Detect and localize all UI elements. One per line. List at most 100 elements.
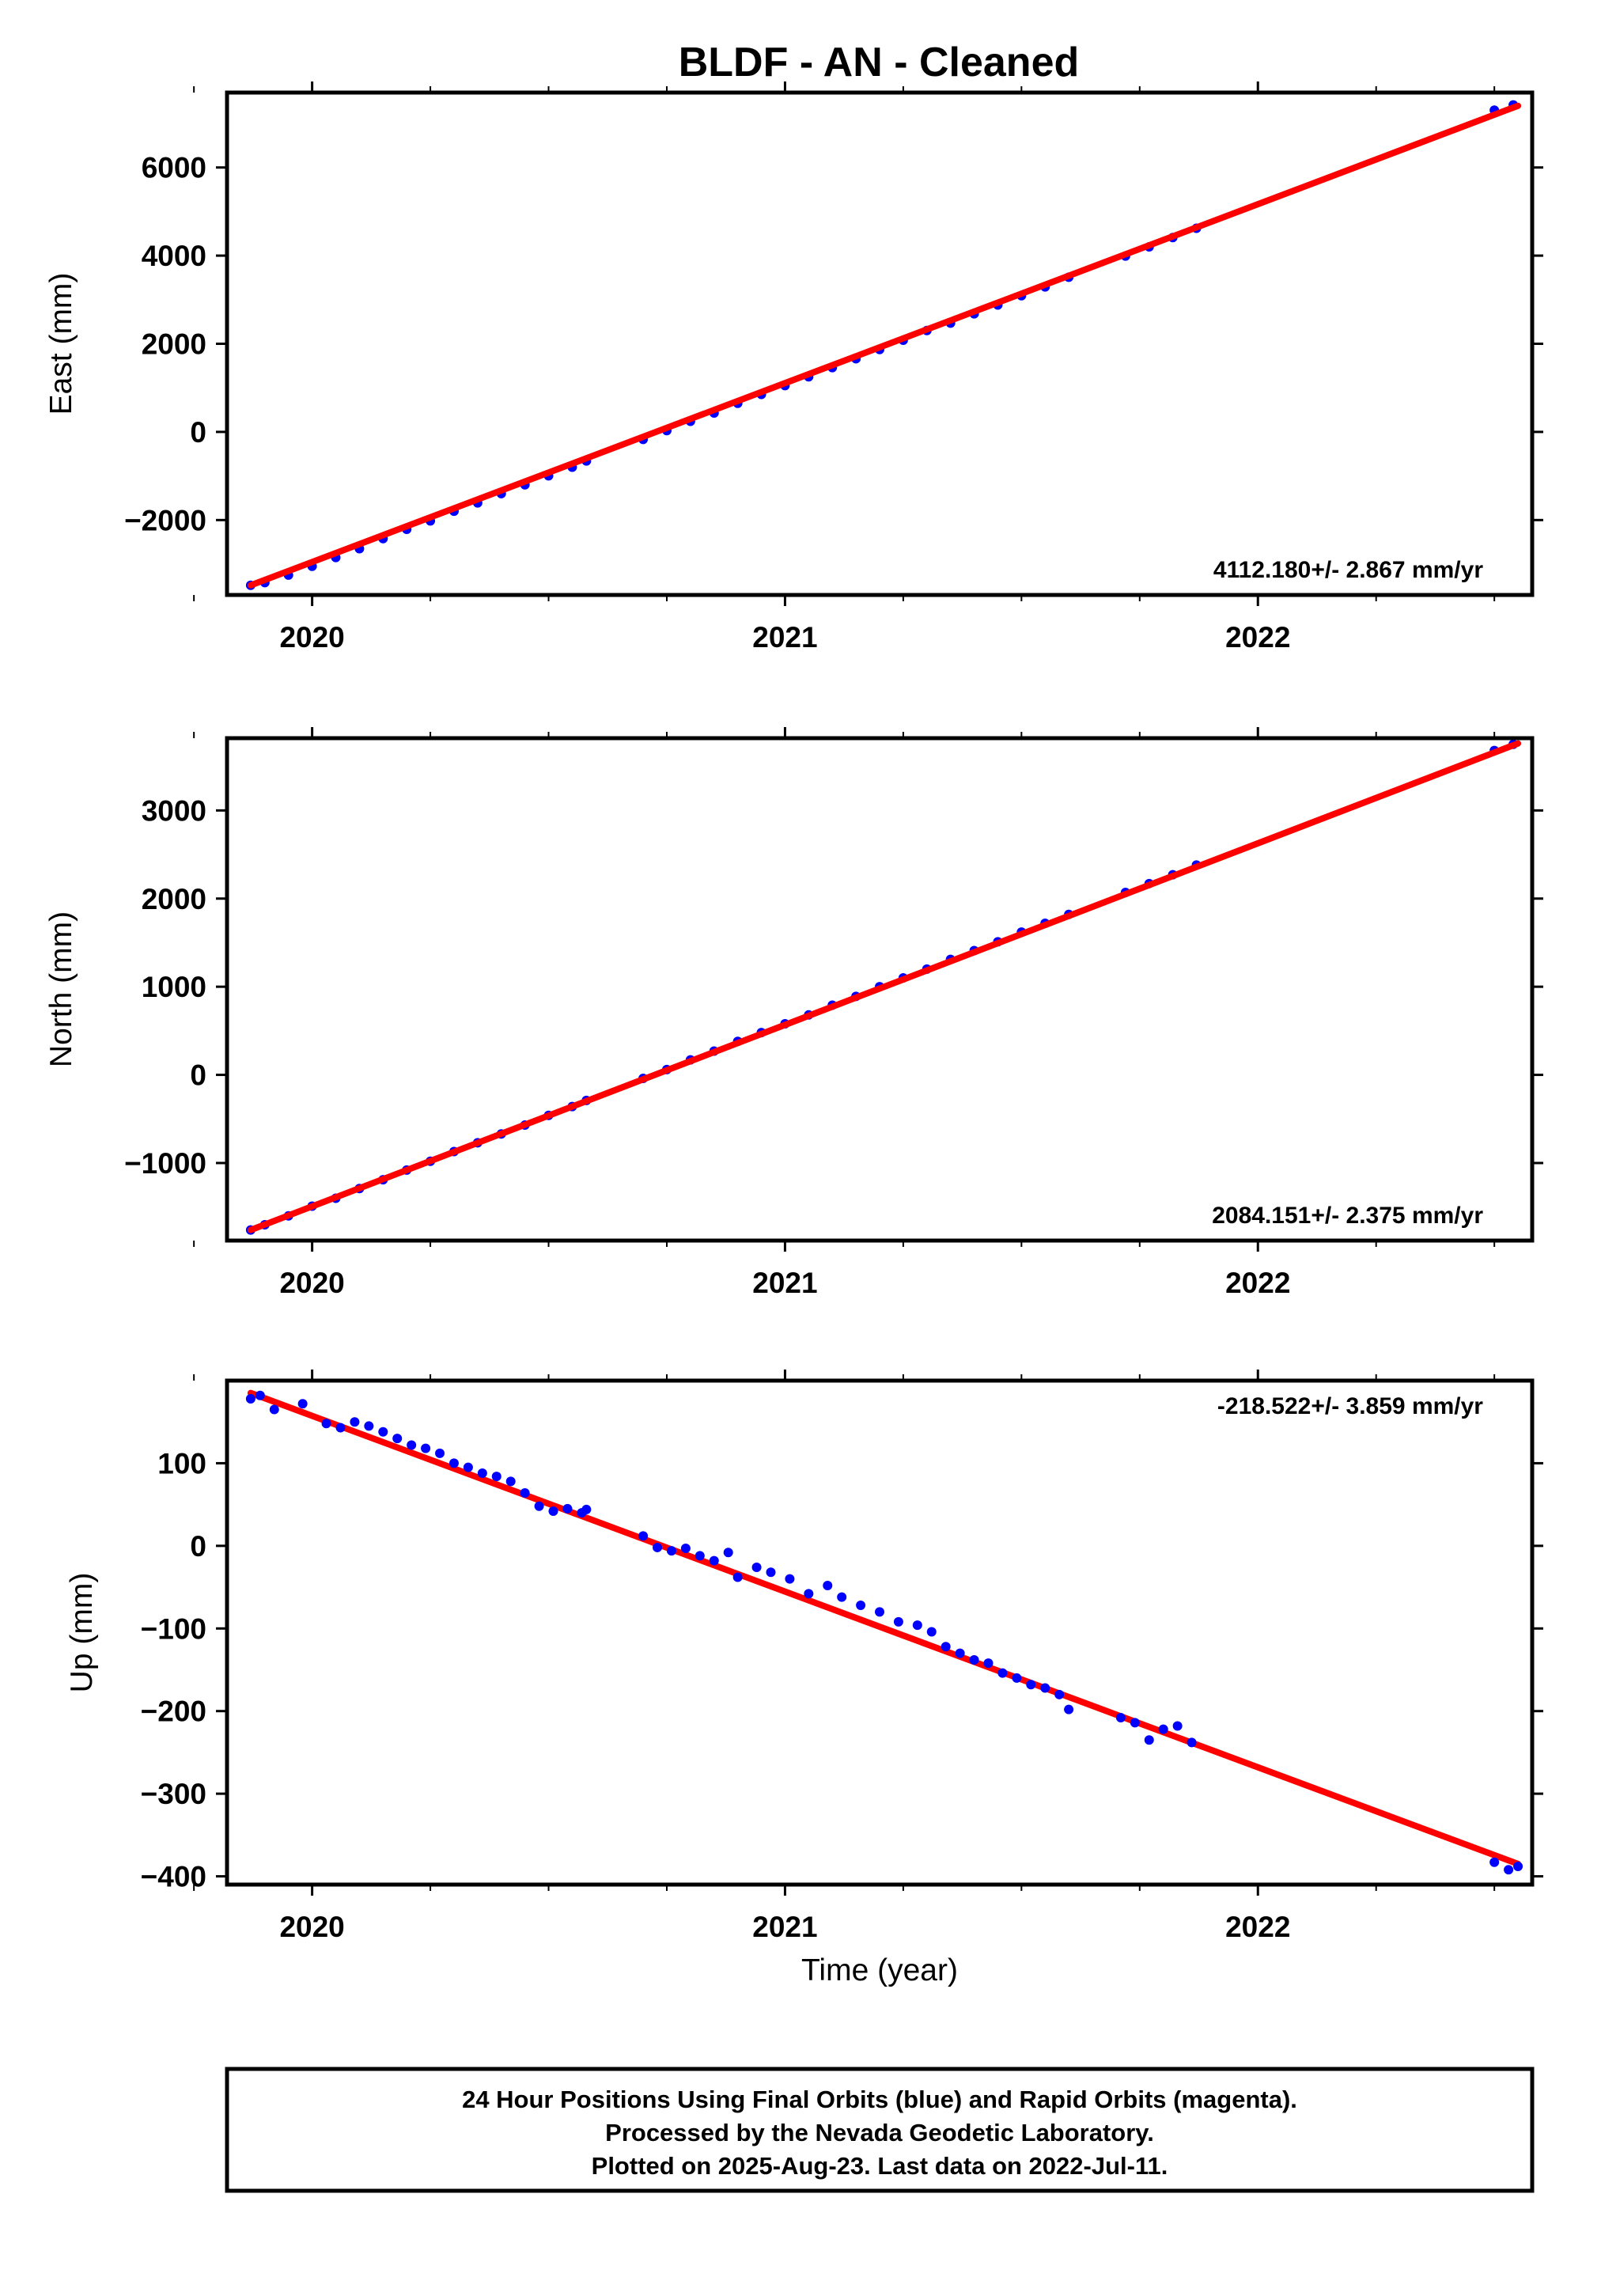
data-point	[638, 1531, 649, 1541]
data-point	[1489, 1857, 1500, 1867]
y-tick-label: −1000	[124, 1147, 206, 1180]
data-point	[856, 1601, 866, 1611]
data-point	[548, 1506, 558, 1516]
y-tick-label: −200	[141, 1695, 206, 1728]
chart-title: BLDF - AN - Cleaned	[679, 40, 1080, 85]
data-point	[1026, 1680, 1036, 1690]
data-point	[969, 1654, 979, 1665]
data-point	[1040, 1683, 1050, 1693]
data-point	[766, 1567, 776, 1578]
footer-frame	[225, 2067, 1535, 2193]
y-tick-label: 4000	[142, 240, 206, 272]
x-tick-label: 2022	[1225, 621, 1290, 654]
data-point	[297, 1399, 308, 1409]
y-tick-label: 0	[190, 1059, 206, 1092]
panel-up-rate-label: -218.522+/- 3.859 mm/yr	[1217, 1393, 1483, 1419]
data-point	[350, 1417, 360, 1427]
panel-up-frame	[225, 1378, 1535, 1887]
data-point	[1130, 1718, 1140, 1728]
x-tick-label: 2020	[279, 1267, 344, 1299]
data-point	[491, 1472, 501, 1482]
y-tick-label: 6000	[142, 152, 206, 184]
footer-box: 24 Hour Positions Using Final Orbits (bl…	[225, 2067, 1535, 2193]
x-tick-label: 2020	[279, 1911, 344, 1943]
data-point	[997, 1668, 1008, 1678]
footer-line-3: Plotted on 2025-Aug-23. Last data on 202…	[592, 2152, 1168, 2180]
footer-line-2: Processed by the Nevada Geodetic Laborat…	[605, 2119, 1154, 2146]
x-tick-label: 2020	[279, 621, 344, 654]
data-point	[926, 1627, 937, 1637]
data-point	[269, 1404, 279, 1415]
data-point	[407, 1440, 417, 1450]
data-point	[477, 1468, 487, 1478]
y-tick-label: 1000	[142, 971, 206, 1003]
data-point	[581, 1504, 592, 1514]
data-point	[941, 1642, 951, 1652]
data-point	[1054, 1689, 1065, 1699]
data-point	[1158, 1724, 1168, 1734]
data-point	[983, 1658, 994, 1669]
x-tick-label: 2021	[752, 1911, 817, 1943]
panel-up-xlabel: Time (year)	[801, 1953, 958, 1987]
panel-up-points	[245, 1390, 1523, 1875]
panel-east-fit-line	[247, 102, 1522, 589]
data-point	[421, 1443, 431, 1453]
panel-north-frame	[225, 736, 1535, 1243]
data-point	[823, 1580, 833, 1590]
data-point	[1187, 1737, 1197, 1748]
panel-east-ylabel: East (mm)	[44, 273, 78, 415]
panel-up-y-ticks: −400 −300 −200 −100 0 100	[141, 1447, 1543, 1893]
data-point	[893, 1616, 903, 1627]
panel-up-ylabel: Up (mm)	[65, 1573, 99, 1693]
data-point	[955, 1648, 965, 1658]
y-tick-label: −300	[141, 1778, 206, 1810]
data-point	[520, 1488, 530, 1498]
data-point	[804, 1589, 814, 1599]
panel-east: 2020 2021 2022 −2000 0 2000 4000 6000 East (mm…	[44, 81, 1543, 654]
data-point	[392, 1434, 403, 1444]
data-point	[335, 1423, 346, 1433]
panel-up: 2020 2021 2022 −400 −300 −200 −100 0 100 Up (mm…	[65, 1370, 1543, 1987]
data-point	[785, 1574, 795, 1584]
panel-up-fit-line	[247, 1389, 1522, 1867]
footer-line-1: 24 Hour Positions Using Final Orbits (bl…	[462, 2086, 1297, 2113]
y-tick-label: 3000	[142, 794, 206, 827]
y-tick-label: 2000	[142, 328, 206, 361]
data-point	[255, 1390, 265, 1400]
panel-north-fit-line	[247, 740, 1522, 1233]
panel-east-y-ticks: −2000 0 2000 4000 6000	[124, 152, 1543, 536]
y-tick-label: −2000	[124, 504, 206, 536]
data-point	[534, 1501, 544, 1511]
x-tick-label: 2022	[1225, 1911, 1290, 1943]
data-point	[837, 1592, 847, 1602]
data-point	[463, 1462, 473, 1472]
panel-north-y-ticks: −1000 0 1000 2000 3000	[124, 794, 1543, 1180]
panel-north-ylabel: North (mm)	[44, 911, 78, 1067]
data-point	[666, 1546, 676, 1556]
data-point	[653, 1542, 663, 1552]
x-tick-label: 2022	[1225, 1267, 1290, 1299]
data-point	[435, 1448, 445, 1458]
panel-north-x-ticks: 2020 2021 2022	[193, 727, 1496, 1299]
data-point	[680, 1543, 691, 1553]
data-point	[245, 1393, 255, 1404]
data-point	[751, 1563, 762, 1573]
data-point	[1064, 1704, 1074, 1714]
y-tick-label: 0	[190, 1530, 206, 1563]
y-tick-label: 2000	[142, 883, 206, 915]
panel-east-rate-label: 4112.180+/- 2.867 mm/yr	[1213, 557, 1483, 583]
panel-north: 2020 2021 2022 −1000 0 1000 2000 3000 North (m…	[44, 727, 1543, 1299]
x-tick-label: 2021	[752, 1267, 817, 1299]
data-point	[875, 1607, 884, 1617]
data-point	[1504, 1865, 1514, 1875]
data-point	[1513, 1862, 1523, 1872]
data-point	[1012, 1673, 1022, 1683]
panel-north-rate-label: 2084.151+/- 2.375 mm/yr	[1212, 1203, 1483, 1229]
y-tick-label: 100	[157, 1447, 206, 1480]
data-point	[1144, 1735, 1154, 1745]
data-point	[732, 1572, 743, 1582]
x-tick-label: 2021	[752, 621, 817, 654]
y-tick-label: −400	[141, 1861, 206, 1893]
data-point	[449, 1458, 459, 1468]
